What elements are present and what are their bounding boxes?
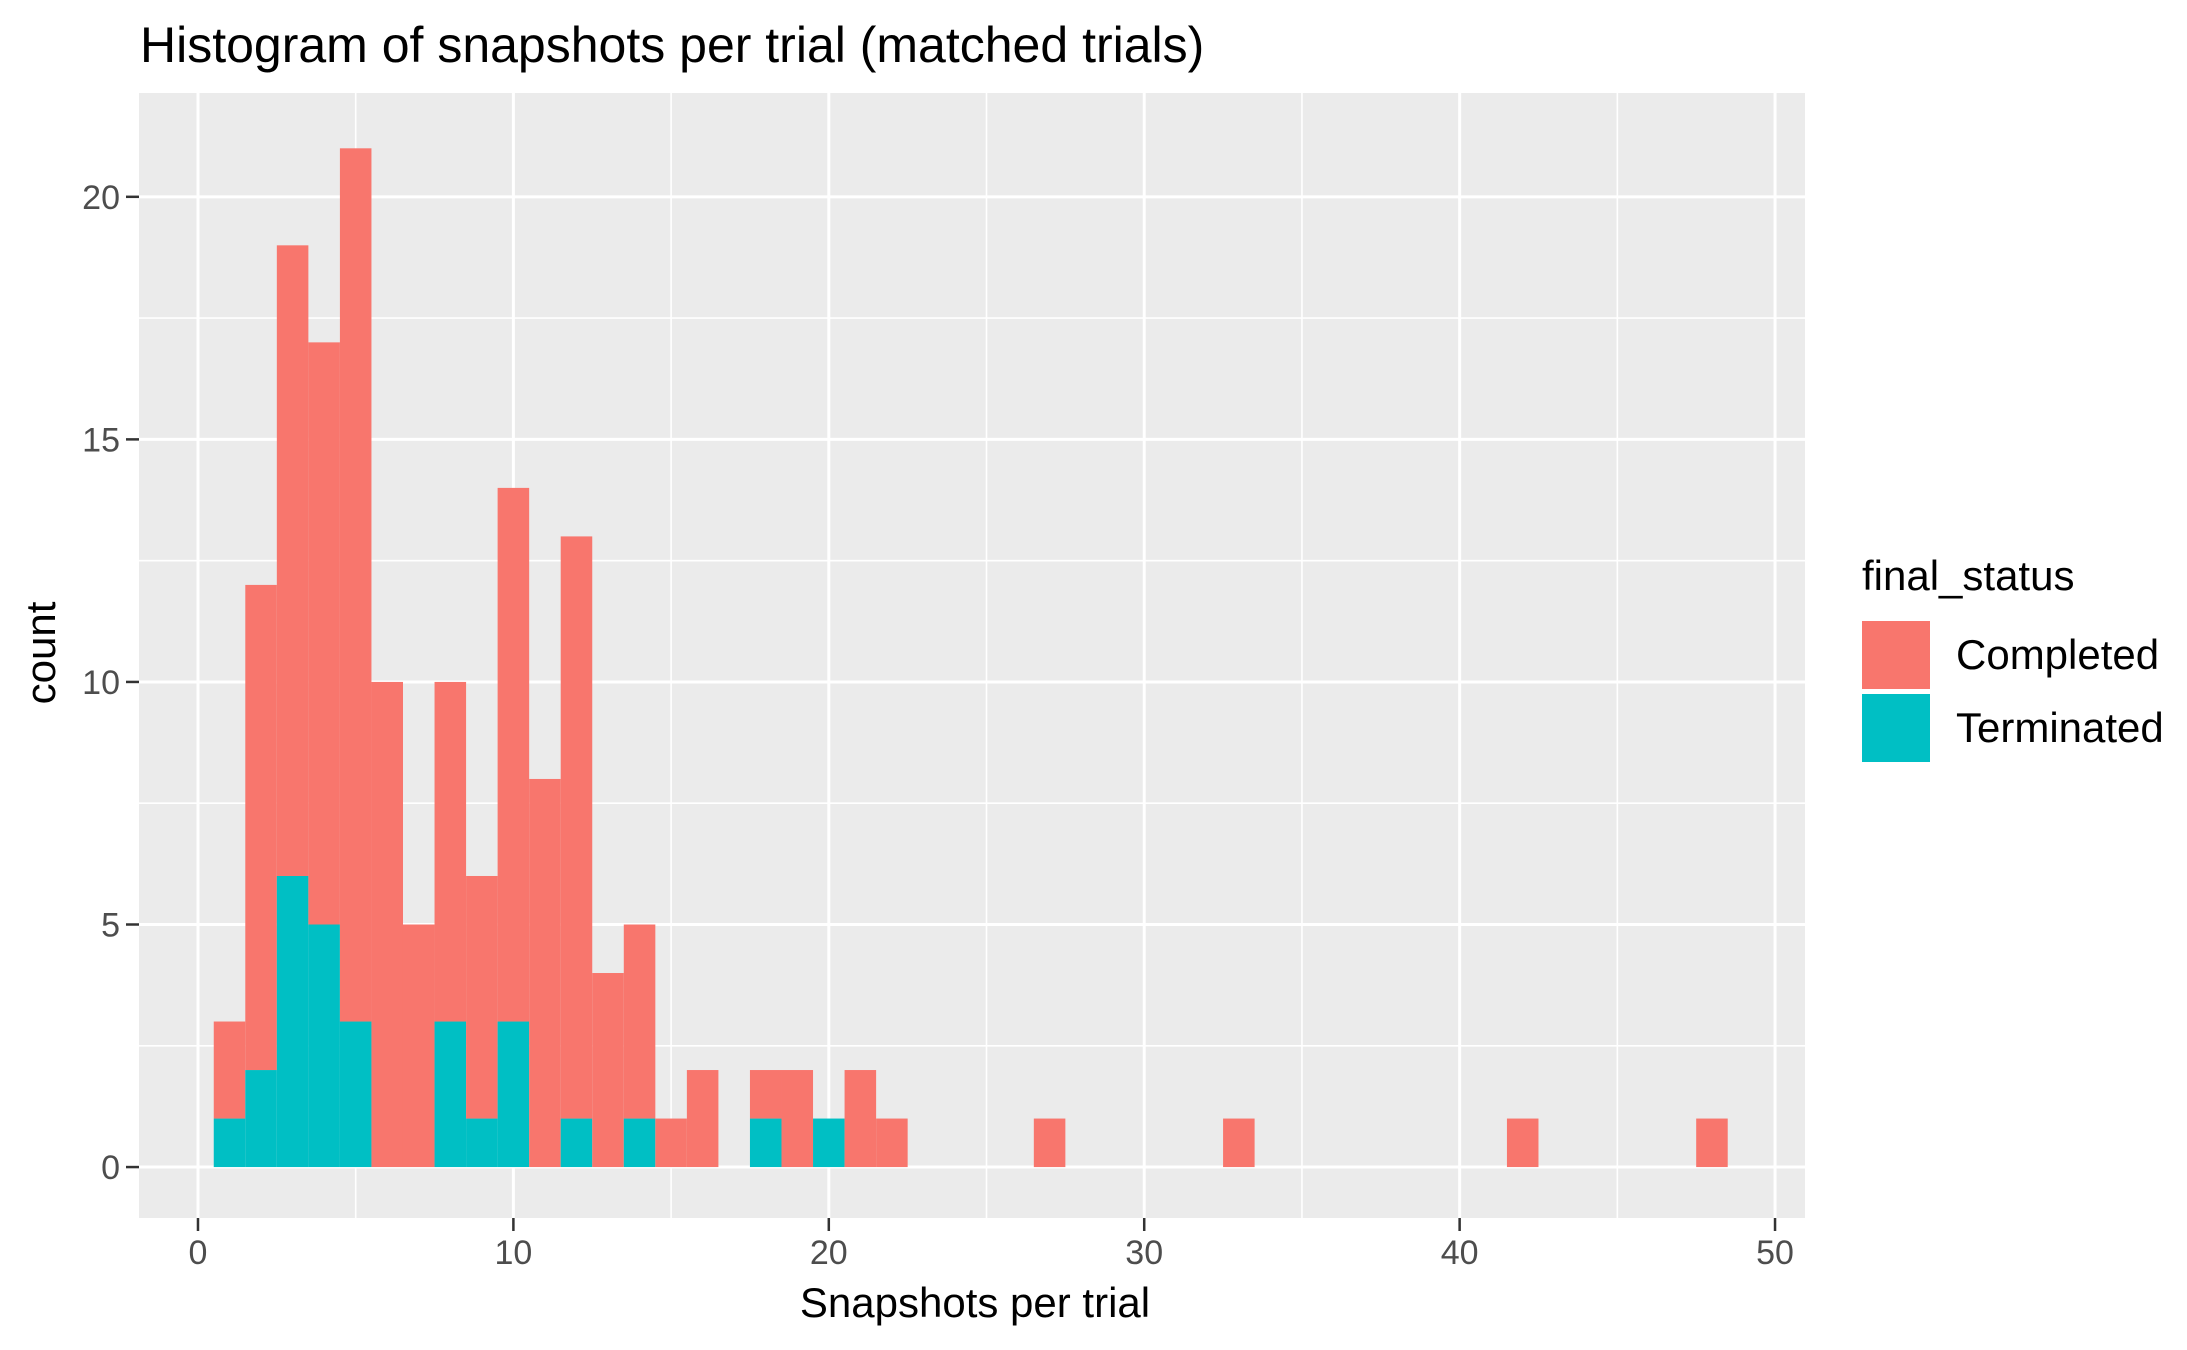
- x-tick-label: 0: [189, 1234, 208, 1272]
- histogram-bar-terminated: [276, 875, 309, 1168]
- x-tick-label: 10: [494, 1234, 532, 1272]
- histogram-bar-completed: [529, 778, 561, 1168]
- histogram-bar-completed: [623, 924, 656, 1119]
- tick-labels-layer: 0 10 20 30 40 50 0 5 10 15 20: [82, 179, 1794, 1272]
- legend: final_status Completed Terminated: [1862, 552, 2164, 767]
- x-axis-title: Snapshots per trial: [799, 1279, 1151, 1326]
- x-tick-label: 30: [1125, 1234, 1163, 1272]
- histogram-bar-completed: [245, 584, 277, 1071]
- legend-item-completed: Completed: [1862, 621, 2164, 689]
- y-tick-label: 5: [101, 907, 120, 945]
- histogram-bar-completed: [1223, 1118, 1255, 1168]
- histogram-bar-completed: [781, 1070, 814, 1168]
- histogram-bar-completed: [1506, 1118, 1539, 1168]
- histogram-bar-completed: [466, 875, 498, 1119]
- histogram-bar-terminated: [749, 1118, 782, 1168]
- legend-label-terminated: Terminated: [1956, 704, 2164, 751]
- histogram-bar-completed: [844, 1070, 877, 1168]
- histogram-bar-completed: [686, 1070, 719, 1168]
- x-tick-label: 50: [1756, 1234, 1794, 1272]
- legend-label-completed: Completed: [1956, 631, 2160, 678]
- y-tick-label: 20: [82, 179, 120, 217]
- histogram-bar-terminated: [339, 1021, 372, 1168]
- legend-swatch-completed-icon: [1862, 621, 1930, 689]
- axis-ticks-layer: [126, 195, 1777, 1231]
- legend-title: final_status: [1862, 552, 2075, 599]
- histogram-bar-terminated: [434, 1021, 467, 1168]
- histogram-bar-completed: [876, 1118, 908, 1168]
- histogram-bar-completed: [1696, 1118, 1728, 1168]
- histogram-bar-terminated: [213, 1118, 246, 1168]
- legend-swatch-terminated-icon: [1862, 694, 1930, 762]
- histogram-bar-terminated: [560, 1118, 593, 1168]
- histogram-bar-terminated: [245, 1070, 277, 1168]
- histogram-bar-completed: [339, 148, 372, 1022]
- histogram-bar-completed: [749, 1070, 782, 1119]
- histogram-bar-completed: [434, 681, 467, 1022]
- histogram-bar-completed: [308, 342, 340, 925]
- bars-layer: [213, 148, 1728, 1168]
- legend-item-terminated: Terminated: [1862, 694, 2164, 762]
- histogram-bar-completed: [371, 681, 403, 1168]
- y-tick-label: 0: [101, 1149, 120, 1187]
- histogram-bar-terminated: [497, 1021, 530, 1168]
- y-tick-label: 15: [82, 421, 120, 459]
- histogram-bar-terminated: [813, 1118, 845, 1168]
- histogram-bar-completed: [592, 973, 624, 1168]
- histogram-bar-completed: [402, 924, 435, 1168]
- histogram-bar-completed: [560, 536, 593, 1119]
- histogram-bar-completed: [655, 1118, 687, 1168]
- y-tick-label: 10: [82, 664, 120, 702]
- x-tick-label: 40: [1441, 1234, 1479, 1272]
- histogram-bar-terminated: [466, 1118, 498, 1168]
- histogram-bar-completed: [1033, 1118, 1066, 1168]
- histogram-bar-completed: [497, 487, 530, 1022]
- y-axis-title: count: [17, 601, 64, 705]
- x-tick-label: 20: [810, 1234, 848, 1272]
- histogram-bar-completed: [213, 1021, 246, 1119]
- plot-title: Histogram of snapshots per trial (matche…: [140, 17, 1205, 73]
- histogram-bar-terminated: [308, 924, 340, 1168]
- histogram-bar-terminated: [623, 1118, 656, 1168]
- histogram-bar-completed: [276, 245, 309, 876]
